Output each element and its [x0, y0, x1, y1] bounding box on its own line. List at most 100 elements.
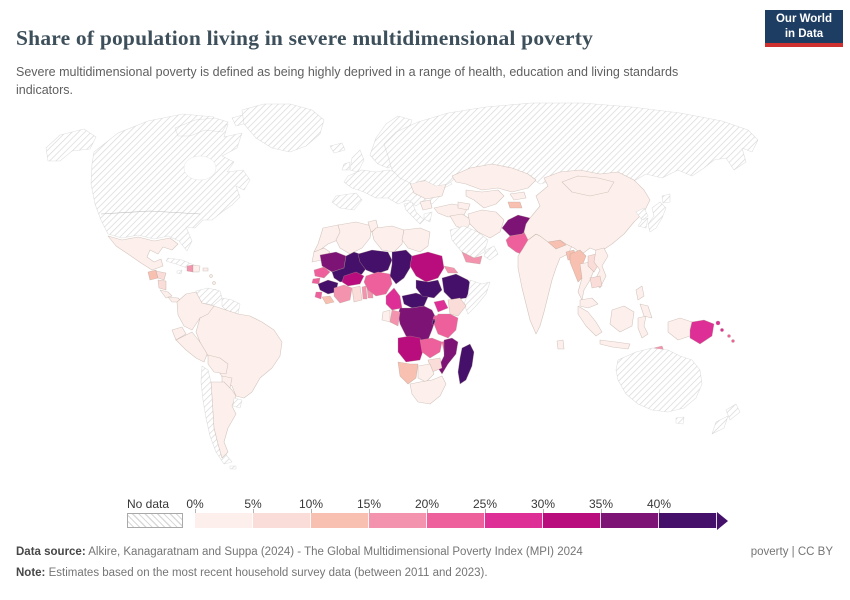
country-somalia[interactable]	[463, 279, 491, 315]
country-dr-congo[interactable]	[397, 305, 437, 343]
country-tajikistan[interactable]	[507, 201, 523, 209]
country-ireland[interactable]	[341, 161, 351, 171]
country-kazakhstan[interactable]	[451, 163, 537, 193]
country-congo[interactable]	[389, 309, 401, 327]
country-solomon-islands[interactable]	[731, 339, 735, 343]
legend-segment-25-30%[interactable]	[485, 513, 543, 528]
country-indonesia-borneo[interactable]	[609, 305, 635, 333]
legend-segment-10-15%[interactable]	[311, 513, 369, 528]
country-niger[interactable]	[357, 249, 393, 275]
country-iberia[interactable]	[331, 192, 363, 211]
country-png-islands[interactable]	[715, 320, 721, 326]
country-costa-rica[interactable]	[159, 289, 173, 299]
country-philippines-2[interactable]	[639, 303, 653, 319]
country-nigeria[interactable]	[363, 271, 393, 297]
owid-logo[interactable]: Our World in Data	[765, 10, 843, 47]
legend-segment-40%+[interactable]	[659, 513, 717, 528]
country-north-korea[interactable]	[635, 207, 649, 221]
country-algeria[interactable]	[335, 221, 373, 255]
country-philippines[interactable]	[635, 285, 645, 301]
country-ghana[interactable]	[351, 285, 363, 303]
country-iceland[interactable]	[329, 142, 346, 154]
country-tanzania[interactable]	[433, 313, 459, 339]
country-mongolia[interactable]	[561, 175, 615, 197]
country-gabon[interactable]	[381, 309, 391, 323]
country-falkland-islands[interactable]	[229, 465, 237, 470]
legend-segment-15-20%[interactable]	[369, 513, 427, 528]
country-nicaragua[interactable]	[157, 279, 167, 291]
country-puerto-rico[interactable]	[202, 267, 209, 272]
country-uruguay[interactable]	[232, 397, 243, 409]
country-indonesia-sumatra[interactable]	[577, 305, 603, 337]
country-burkina-faso[interactable]	[341, 271, 365, 287]
country-lesser-antilles[interactable]	[212, 281, 216, 285]
country-indonesia-java[interactable]	[599, 339, 631, 350]
country-cameroon[interactable]	[385, 287, 403, 311]
country-indonesia-west-papua[interactable]	[667, 317, 693, 341]
country-united-kingdom[interactable]	[349, 149, 365, 173]
country-cote-divoire[interactable]	[333, 284, 353, 304]
country-brazil[interactable]	[195, 305, 283, 399]
country-oman[interactable]	[483, 245, 499, 261]
country-libya[interactable]	[371, 225, 405, 253]
country-zambia[interactable]	[419, 337, 443, 359]
legend-segment-20-25%[interactable]	[427, 513, 485, 528]
country-greenland[interactable]	[241, 103, 325, 153]
country-alaska[interactable]	[45, 128, 97, 162]
country-caucasus[interactable]	[457, 201, 471, 211]
country-india[interactable]	[517, 233, 573, 335]
legend-no-data-swatch[interactable]	[127, 513, 183, 528]
country-png-islands[interactable]	[720, 328, 724, 332]
country-mozambique[interactable]	[437, 337, 459, 375]
country-south-korea[interactable]	[637, 217, 649, 229]
country-lesser-antilles[interactable]	[209, 274, 213, 278]
country-malaysia[interactable]	[579, 297, 599, 309]
legend-color-bar[interactable]	[195, 513, 717, 528]
country-namibia[interactable]	[397, 361, 419, 385]
country-bolivia[interactable]	[207, 354, 229, 375]
legend-segment-30-35%[interactable]	[543, 513, 601, 528]
country-honduras[interactable]	[155, 270, 167, 281]
country-solomon-islands[interactable]	[727, 334, 731, 338]
country-arctic-islands[interactable]	[174, 117, 229, 137]
country-angola[interactable]	[397, 335, 425, 363]
country-dominican-republic[interactable]	[192, 264, 201, 273]
country-chad[interactable]	[389, 249, 413, 285]
country-senegal[interactable]	[313, 266, 331, 279]
country-ecuador[interactable]	[171, 326, 187, 341]
country-guinea-bissau[interactable]	[311, 277, 321, 285]
country-eritrea[interactable]	[443, 265, 459, 274]
country-new-zealand-north[interactable]	[725, 403, 741, 421]
legend-segment-35-40%[interactable]	[601, 513, 659, 528]
country-botswana[interactable]	[417, 363, 435, 383]
country-tasmania[interactable]	[675, 416, 685, 425]
country-new-zealand-south[interactable]	[711, 415, 729, 435]
country-liberia[interactable]	[321, 295, 335, 305]
country-south-africa[interactable]	[409, 375, 447, 405]
country-saudi-arabia[interactable]	[449, 225, 489, 259]
country-australia[interactable]	[615, 347, 703, 413]
country-papua-new-guinea[interactable]	[689, 319, 715, 345]
country-greece[interactable]	[423, 211, 433, 223]
country-uganda[interactable]	[433, 299, 449, 313]
country-kyrgyzstan[interactable]	[509, 191, 527, 201]
country-uzbekistan[interactable]	[465, 189, 505, 209]
country-madagascar[interactable]	[457, 343, 475, 385]
legend-segment-5-10%[interactable]	[253, 513, 311, 528]
country-yemen[interactable]	[461, 251, 483, 265]
legend-segment-0-5%[interactable]	[195, 513, 253, 528]
country-iraq[interactable]	[449, 213, 473, 231]
country-kenya[interactable]	[447, 297, 467, 317]
license-link[interactable]: poverty | CC BY	[750, 546, 833, 558]
country-argentina[interactable]	[210, 381, 237, 459]
country-iran[interactable]	[467, 209, 505, 239]
country-sudan[interactable]	[409, 251, 445, 283]
country-indonesia-sulawesi[interactable]	[637, 315, 649, 339]
country-egypt[interactable]	[401, 227, 431, 253]
country-canada-usa[interactable]	[90, 113, 251, 252]
country-haiti[interactable]	[186, 264, 194, 273]
country-sierra-leone[interactable]	[314, 291, 323, 300]
country-south-sudan[interactable]	[415, 279, 443, 299]
country-jamaica[interactable]	[176, 269, 183, 275]
country-cambodia[interactable]	[589, 275, 603, 289]
